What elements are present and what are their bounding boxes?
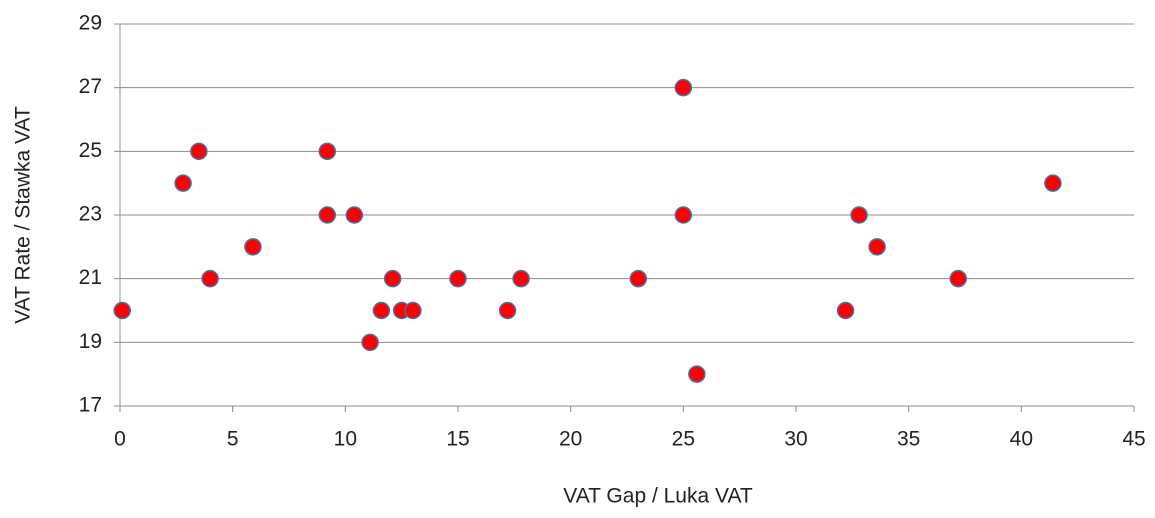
x-tick-label: 5 — [227, 428, 239, 451]
point — [372, 301, 391, 320]
x-tick-label: 35 — [897, 428, 920, 451]
x-tick-label: 25 — [672, 428, 695, 451]
point — [949, 269, 967, 288]
x-tick-label: 10 — [334, 428, 357, 451]
point — [868, 238, 886, 256]
y-tick-label: 21 — [79, 266, 102, 289]
point — [190, 142, 208, 161]
point — [674, 206, 693, 224]
point — [113, 301, 132, 320]
x-tick-label: 20 — [559, 428, 582, 451]
y-tick-label: 29 — [79, 12, 102, 35]
point — [404, 301, 422, 320]
point — [383, 269, 402, 288]
x-axis-label: VAT Gap / Luka VAT — [563, 485, 753, 508]
y-tick-label: 25 — [79, 139, 102, 162]
point — [688, 365, 706, 383]
point — [498, 301, 517, 320]
x-tick-label: 30 — [784, 428, 807, 451]
y-axis-label: VAT Rate / Stawka VAT — [12, 106, 35, 324]
y-tick-label: 23 — [79, 203, 102, 226]
point — [836, 301, 855, 320]
point — [345, 206, 364, 224]
y-tick-label: 19 — [79, 330, 102, 353]
point — [318, 206, 337, 224]
y-tick-label: 17 — [79, 394, 102, 417]
point — [674, 78, 693, 97]
point — [850, 206, 868, 224]
x-tick-label: 45 — [1122, 428, 1145, 451]
point — [174, 174, 192, 192]
point — [244, 238, 262, 256]
point — [449, 269, 467, 288]
point — [1044, 174, 1062, 192]
point — [629, 269, 648, 288]
x-tick-label: 0 — [114, 428, 126, 451]
point — [361, 333, 379, 352]
point — [318, 142, 337, 161]
x-tick-label: 15 — [446, 428, 469, 451]
y-tick-label: 27 — [79, 75, 102, 98]
point — [201, 269, 219, 288]
x-tick-label: 40 — [1010, 428, 1033, 451]
point — [512, 269, 530, 288]
